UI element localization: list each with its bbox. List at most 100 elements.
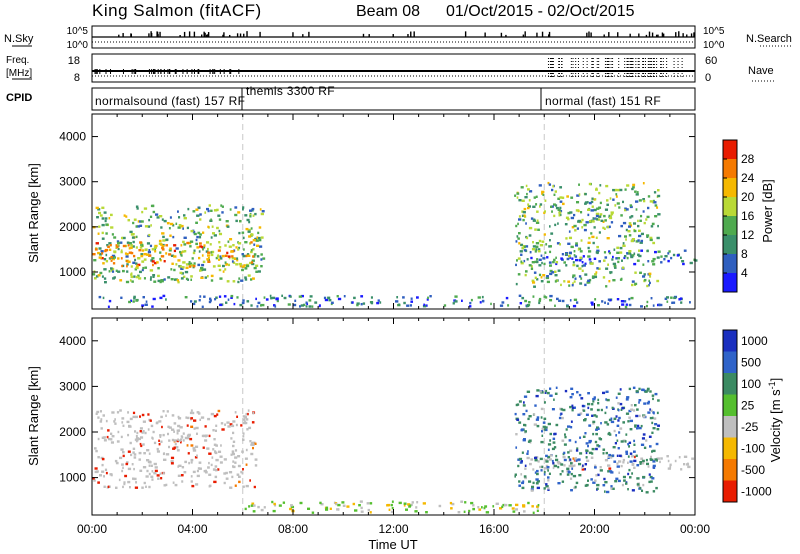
- echo-cell: [672, 301, 676, 304]
- echo-cell: [150, 475, 154, 478]
- echo-cell: [577, 458, 581, 461]
- colorbar-tick-label: 12: [741, 228, 755, 242]
- echo-cell: [647, 400, 651, 404]
- echo-cell: [173, 255, 177, 258]
- echo-cell: [640, 239, 644, 243]
- echo-cell: [612, 198, 615, 201]
- echo-cell: [367, 508, 371, 512]
- echo-cell: [153, 246, 157, 249]
- echo-cell: [219, 303, 223, 307]
- nsky-left-tick-bottom: 10^0: [67, 40, 89, 51]
- echo-cell: [617, 409, 620, 412]
- echo-cell: [151, 470, 154, 473]
- echo-cell: [228, 245, 232, 248]
- echo-cell: [563, 261, 566, 264]
- echo-cell: [535, 221, 540, 224]
- echo-cell: [246, 428, 249, 431]
- echo-cell: [112, 262, 116, 265]
- echo-cell: [324, 298, 329, 302]
- colorbar-tick-label: 25: [741, 398, 755, 412]
- echo-cell: [137, 257, 141, 260]
- echo-cell: [173, 268, 176, 272]
- echo-cell: [135, 439, 138, 443]
- echo-cell: [598, 437, 601, 440]
- echo-cell: [521, 214, 524, 217]
- echo-cell: [522, 480, 525, 483]
- echo-cell: [529, 462, 532, 466]
- echo-cell: [242, 254, 246, 258]
- echo-cell: [542, 257, 546, 260]
- echo-cell: [535, 245, 539, 248]
- echo-cell: [544, 391, 547, 394]
- echo-cell: [195, 242, 198, 246]
- echo-cell: [391, 500, 394, 503]
- echo-cell: [640, 232, 644, 236]
- echo-cell: [472, 507, 476, 511]
- echo-cell: [134, 415, 138, 419]
- echo-cell: [483, 506, 486, 510]
- echo-cell: [93, 259, 97, 262]
- echo-cell: [241, 268, 244, 272]
- echo-cell: [538, 301, 541, 305]
- echo-cell: [650, 225, 654, 228]
- echo-cell: [208, 204, 211, 207]
- echo-cell: [228, 471, 233, 474]
- echo-cell: [635, 208, 638, 211]
- echo-cell: [140, 253, 144, 256]
- echo-cell: [141, 249, 145, 252]
- echo-cell: [598, 191, 601, 195]
- echo-cell: [216, 208, 219, 212]
- cpid-strip: CPID normalsound (fast) 157 RF themis 33…: [6, 84, 696, 111]
- echo-cell: [639, 219, 642, 222]
- echo-cell: [539, 457, 543, 461]
- echo-cell: [543, 487, 546, 490]
- echo-cell: [516, 196, 519, 199]
- echo-cell: [207, 254, 211, 257]
- echo-cell: [132, 240, 135, 244]
- echo-cell: [551, 447, 555, 451]
- echo-cell: [226, 421, 230, 424]
- echo-cell: [532, 245, 537, 248]
- echo-cell: [110, 267, 113, 270]
- echo-cell: [130, 246, 133, 250]
- echo-cell: [554, 280, 557, 283]
- echo-cell: [671, 301, 673, 304]
- echo-cell: [158, 439, 160, 442]
- echo-cell: [648, 279, 651, 282]
- echo-cell: [156, 450, 161, 453]
- echo-cell: [214, 450, 217, 454]
- echo-cell: [220, 444, 222, 447]
- echo-cell: [600, 219, 604, 222]
- echo-cell: [127, 244, 130, 247]
- echo-cell: [278, 504, 282, 507]
- echo-cell: [516, 235, 519, 238]
- echo-cell: [242, 485, 245, 488]
- echo-cell: [638, 229, 641, 232]
- echo-cell: [141, 304, 145, 307]
- echo-cell: [588, 424, 592, 427]
- echo-cell: [187, 207, 190, 211]
- echo-cell: [522, 504, 526, 507]
- echo-cell: [524, 245, 526, 249]
- echo-cell: [113, 236, 117, 239]
- echo-cell: [229, 238, 233, 241]
- echo-cell: [274, 305, 277, 308]
- echo-cell: [604, 490, 606, 493]
- echo-cell: [217, 264, 221, 267]
- echo-cell: [202, 446, 205, 449]
- echo-cell: [588, 236, 591, 240]
- velocity-ylabel: Slant Range [km]: [26, 366, 41, 466]
- echo-cell: [176, 439, 179, 443]
- echo-cell: [177, 465, 180, 468]
- echo-cell: [646, 249, 649, 252]
- echo-cell: [223, 295, 227, 298]
- echo-cell: [574, 229, 577, 232]
- echo-cell: [390, 503, 393, 507]
- echo-cell: [186, 241, 190, 245]
- echo-cell: [178, 464, 182, 467]
- echo-cell: [596, 483, 600, 487]
- echo-cell: [689, 301, 691, 304]
- echo-cell: [574, 458, 577, 461]
- y-tick-label: 3000: [59, 175, 86, 189]
- echo-cell: [561, 480, 565, 483]
